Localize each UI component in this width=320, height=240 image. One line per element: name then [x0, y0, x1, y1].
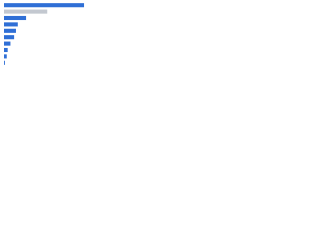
bar [4, 60, 5, 65]
page: (() => { const data = JSON.parse(documen… [0, 0, 320, 71]
bar [4, 47, 8, 53]
bar [4, 41, 11, 46]
bar [4, 35, 15, 40]
bar [4, 15, 27, 21]
bar [4, 54, 7, 59]
bar [4, 28, 16, 33]
bar [4, 22, 18, 27]
chart [0, 0, 100, 71]
bar [4, 9, 48, 14]
bar [4, 3, 85, 8]
